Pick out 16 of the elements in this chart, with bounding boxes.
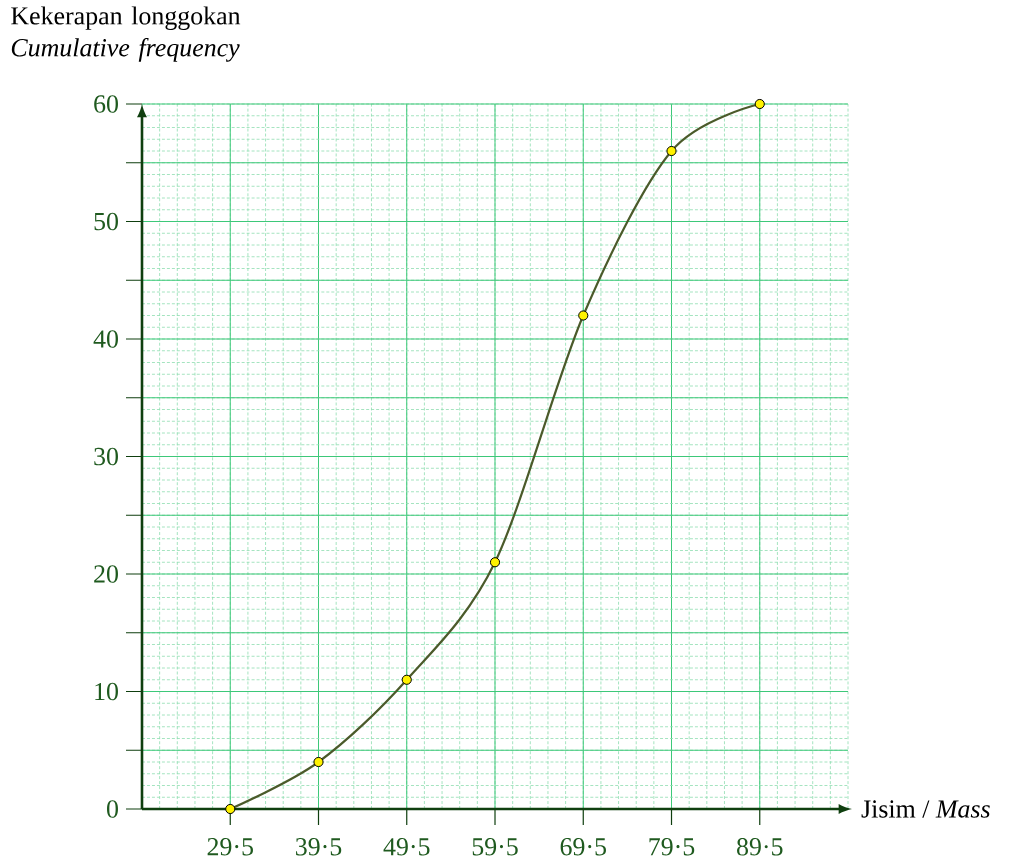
y-tick-label: 0 <box>107 800 118 818</box>
x-tick-label: 29·5 <box>207 838 253 856</box>
x-tick-label: 79·5 <box>649 838 695 856</box>
y-tick-label: 20 <box>94 565 118 583</box>
y-axis-title: Kekerapan longgokan Cumulative frequency <box>11 6 241 62</box>
y-tick-label: 60 <box>94 95 118 113</box>
y-tick-label: 10 <box>95 682 118 701</box>
x-tick-label: 39·5 <box>296 838 342 856</box>
y-tick-label: 40 <box>93 330 118 348</box>
x-tick-label: 69·5 <box>560 838 606 856</box>
y-tick-label: 50 <box>94 212 118 231</box>
x-axis-title: Jisim / Mass <box>861 800 990 818</box>
y-tick-label: 30 <box>94 447 118 466</box>
x-tick-label: 59·5 <box>472 838 518 856</box>
x-tick-label: 89·5 <box>737 838 783 856</box>
x-tick-label: 49·5 <box>383 838 430 856</box>
